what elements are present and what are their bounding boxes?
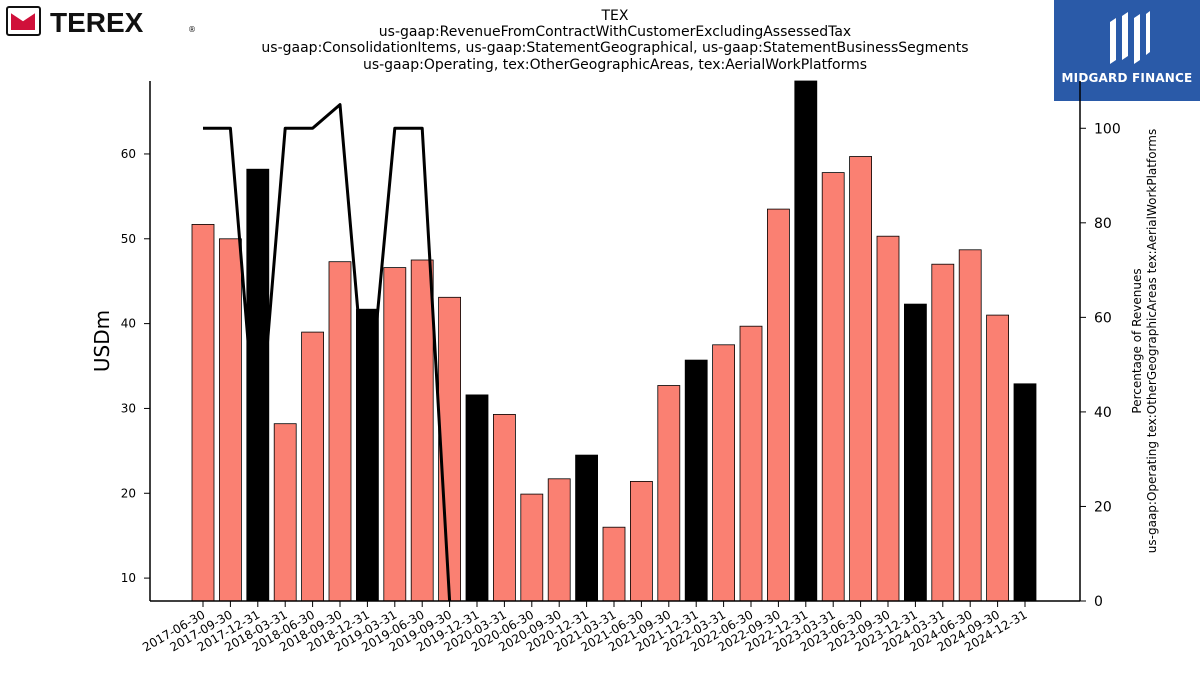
bar-2018-06-30	[301, 331, 325, 602]
bar-2021-12-31	[684, 359, 708, 602]
terex-logo: TEREX ®	[6, 6, 196, 38]
axes	[149, 81, 1081, 602]
chart-title-line-4: us-gaap:Operating, tex:OtherGeographicAr…	[363, 57, 867, 73]
bar-2022-06-30	[739, 325, 763, 602]
y-right-tick-label: 60	[1094, 310, 1112, 326]
bar-2024-03-31	[931, 263, 955, 602]
bar-2020-09-30	[547, 478, 571, 602]
y-right-tick-label: 40	[1094, 405, 1112, 421]
bar-2019-12-31	[465, 394, 489, 602]
bar-2019-06-30	[410, 259, 434, 602]
bar-2023-03-31	[821, 172, 845, 602]
y-right-tick-label: 100	[1094, 121, 1121, 137]
bar-2020-12-31	[575, 454, 598, 602]
bar-2019-03-31	[383, 267, 407, 602]
y-left-tick-label: 60	[121, 147, 136, 161]
midgard-finance-logo: MIDGARD FINANCE	[1054, 0, 1200, 101]
bar-2022-09-30	[767, 208, 790, 602]
chart-title-line-1: TEX	[601, 8, 629, 24]
chart-title-line-3: us-gaap:ConsolidationItems, us-gaap:Stat…	[261, 40, 968, 56]
y-left-tick-label: 30	[121, 401, 136, 415]
y-left-tick-label: 50	[121, 232, 136, 246]
bar-2020-06-30	[520, 493, 544, 602]
y-axis-right-label-line-2: us-gaap:Operating tex:OtherGeographicAre…	[1145, 129, 1159, 553]
bar-2024-09-30	[986, 314, 1009, 602]
bar-2024-12-31	[1013, 383, 1037, 602]
y-axis-left-label: USDm	[90, 310, 114, 372]
bar-2023-12-31	[904, 303, 927, 602]
y-right-tick-label: 0	[1094, 594, 1103, 610]
bar-2018-09-30	[328, 261, 352, 602]
bar-2021-09-30	[657, 385, 681, 602]
midgard-logo-text: MIDGARD FINANCE	[1061, 71, 1193, 85]
y-left-tick-label: 20	[121, 486, 136, 500]
bar-2017-09-30	[218, 238, 242, 602]
bar-2022-12-31	[794, 80, 818, 602]
y-axis-right-ticks: 0 20 40 60 80 100	[1080, 121, 1121, 610]
y-axis-right-label-line-1: Percentage of Revenues	[1130, 268, 1144, 413]
bar-2022-03-31	[712, 344, 735, 602]
bars	[191, 80, 1037, 602]
terex-logo-text: TEREX	[50, 7, 144, 38]
percentage-line	[203, 103, 452, 602]
midgard-logo-mark	[1110, 11, 1150, 64]
percentage-line-path	[203, 103, 452, 602]
chart-title: TEX us-gaap:RevenueFromContractWithCusto…	[261, 8, 968, 73]
bar-2020-03-31	[492, 413, 516, 602]
terex-logo-registered: ®	[188, 25, 196, 34]
chart-title-line-2: us-gaap:RevenueFromContractWithCustomerE…	[379, 24, 851, 40]
y-right-tick-label: 20	[1094, 499, 1112, 515]
bar-2023-06-30	[849, 156, 872, 602]
bar-2024-06-30	[958, 249, 982, 602]
bar-2017-06-30	[191, 223, 215, 602]
x-axis-ticks: 2017-06-302017-09-302017-12-312018-03-31…	[140, 601, 1030, 654]
y-right-tick-label: 80	[1094, 216, 1112, 232]
y-axis-left-ticks: 10 20 30 40 50 60	[121, 147, 150, 585]
bar-2023-09-30	[876, 235, 900, 602]
bar-2021-06-30	[630, 480, 653, 602]
y-left-tick-label: 40	[121, 317, 136, 331]
bar-2021-03-31	[602, 526, 626, 602]
bar-2017-12-31	[246, 168, 270, 602]
y-left-tick-label: 10	[121, 571, 136, 585]
bar-2018-03-31	[273, 423, 297, 602]
